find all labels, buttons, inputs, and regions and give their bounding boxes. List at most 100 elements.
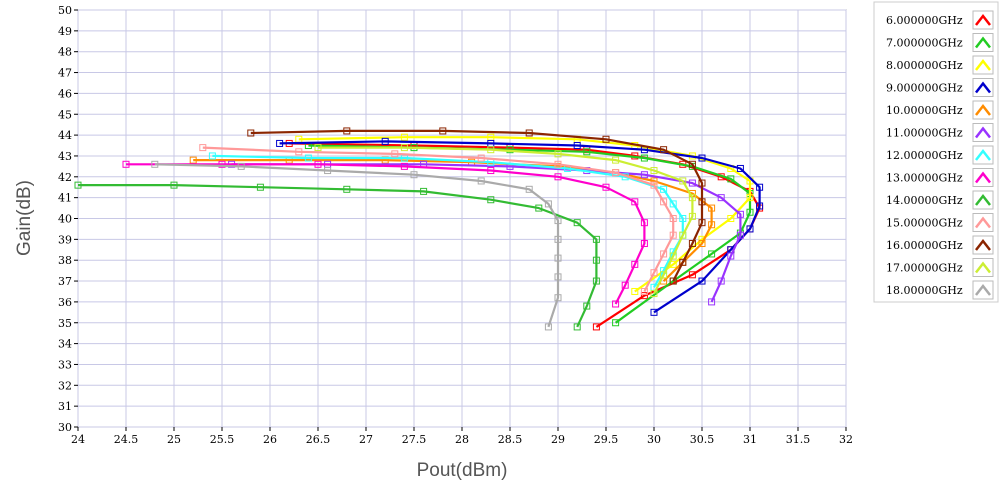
legend-swatch [972,10,994,30]
series-13 [151,160,562,331]
x-tick-label: 29 [551,433,565,446]
axis-ticks: 24 24.5 25 25.5 26 26.5 27 27.5 28 28.5 29 29.5 30 30… [58,4,853,446]
data-point [592,323,600,331]
y-tick-label: 37 [58,275,72,288]
data-point [583,148,591,156]
data-point [640,240,648,248]
x-tick-label: 28.5 [498,433,523,446]
data-point [669,200,677,208]
legend: 6.000000GHz 7.000000GHz 8.000000GHz 9.00000… [873,1,999,303]
data-point [477,154,485,162]
data-point [602,183,610,191]
data-point [535,204,543,212]
x-tick-label: 28 [455,433,469,446]
data-point [525,185,533,193]
data-point [698,198,706,206]
legend-swatch [972,78,994,97]
data-point [688,240,696,248]
y-axis-title: Gain(dB) [14,180,35,256]
y-tick-label: 33 [58,358,72,371]
y-tick-label: 50 [58,4,72,17]
data-point [679,177,687,185]
legend-swatch-line [975,216,991,229]
data-point [708,221,716,229]
x-tick-label: 31.5 [786,433,811,446]
data-point [736,164,744,172]
data-point [727,252,735,260]
data-point [688,179,696,187]
data-point [343,127,351,135]
data-point [688,212,696,220]
series-line [154,163,560,328]
legend-swatch-line [975,126,991,139]
data-point [650,308,658,316]
data-point [304,154,312,162]
legend-item: 15.00000GHz [886,213,994,232]
data-point [679,231,687,239]
data-point [746,208,754,216]
data-point [631,287,639,295]
data-point [237,162,245,170]
data-point [314,160,322,168]
data-point [487,146,495,154]
y-tick-label: 48 [58,46,72,59]
legend-label: 13.00000GHz [886,172,963,185]
data-point [650,181,658,189]
data-point [756,202,764,210]
series-line [318,146,694,295]
x-axis-title: Pout(dBm) [417,460,508,481]
data-point [640,292,648,300]
data-point [592,256,600,264]
data-point [487,167,495,175]
legend-swatch-line [975,171,991,184]
x-tick-label: 30.5 [690,433,715,446]
data-point [189,156,197,164]
data-point [650,167,658,175]
series-line [250,129,704,282]
data-point [602,135,610,143]
series-line [289,142,761,328]
data-point [573,323,581,331]
series-9 [74,181,600,331]
legend-swatch-line [975,13,991,26]
data-point [314,144,322,152]
data-point [640,287,648,295]
data-point [439,127,447,135]
series-line [78,184,598,328]
data-point [727,215,735,222]
series-line [202,146,675,293]
data-point [669,277,677,285]
data-point [583,302,591,310]
data-point [487,196,495,204]
data-point [573,142,581,150]
x-tick-label: 30 [647,433,661,446]
data-point [554,235,562,243]
y-tick-label: 44 [58,129,72,142]
series-8 [122,160,648,308]
legend-item: 17.00000GHz [886,258,994,277]
data-point [410,171,418,179]
data-point [688,271,696,279]
y-tick-label: 30 [58,421,72,434]
data-point [698,219,706,227]
y-tick-label: 41 [58,192,72,205]
y-tick-label: 46 [58,87,72,100]
legend-swatch [972,100,994,120]
data-point [400,133,408,141]
legend-label: 18.00000GHz [886,284,963,297]
data-point [381,137,389,145]
y-tick-label: 39 [58,233,72,246]
data-point [698,154,706,162]
data-point [612,156,620,164]
legend-swatch-line [975,148,991,161]
data-point [679,258,687,266]
x-tick-label: 26.5 [306,433,331,446]
data-point [208,152,216,160]
grid [77,9,847,428]
data-point [343,185,351,193]
data-point [746,194,754,202]
series-11 [247,127,706,285]
legend-label: 14.00000GHz [886,194,963,207]
data-point [554,173,562,181]
data-point [170,181,178,189]
